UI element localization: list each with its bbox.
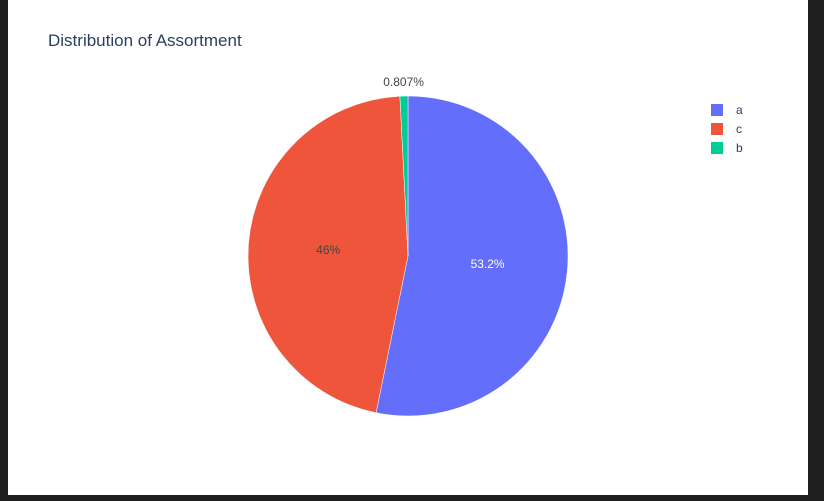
- legend: a c b: [711, 102, 771, 159]
- legend-item-a[interactable]: a: [711, 102, 771, 121]
- legend-label-c: c: [736, 122, 742, 136]
- legend-swatch-b: [711, 142, 723, 154]
- legend-label-a: a: [736, 103, 743, 117]
- slice-label-b: 0.807%: [383, 75, 424, 89]
- legend-swatch-c: [711, 123, 723, 135]
- pie-slice-a[interactable]: [375, 95, 569, 417]
- legend-swatch-a: [711, 104, 723, 116]
- pie-slice-c[interactable]: [247, 95, 409, 414]
- chart-title: Distribution of Assortment: [48, 31, 242, 50]
- slice-label-a: 53.2%: [471, 257, 505, 271]
- slice-label-c: 46%: [316, 243, 340, 257]
- legend-label-b: b: [736, 141, 743, 155]
- pie-chart: 53.2% 46% 0.807%: [247, 75, 569, 417]
- legend-item-c[interactable]: c: [711, 121, 771, 140]
- legend-item-b[interactable]: b: [711, 140, 771, 159]
- pie-slice-b[interactable]: [399, 95, 409, 257]
- plot-area: Distribution of Assortment 53.2% 46% 0.807…: [8, 0, 808, 495]
